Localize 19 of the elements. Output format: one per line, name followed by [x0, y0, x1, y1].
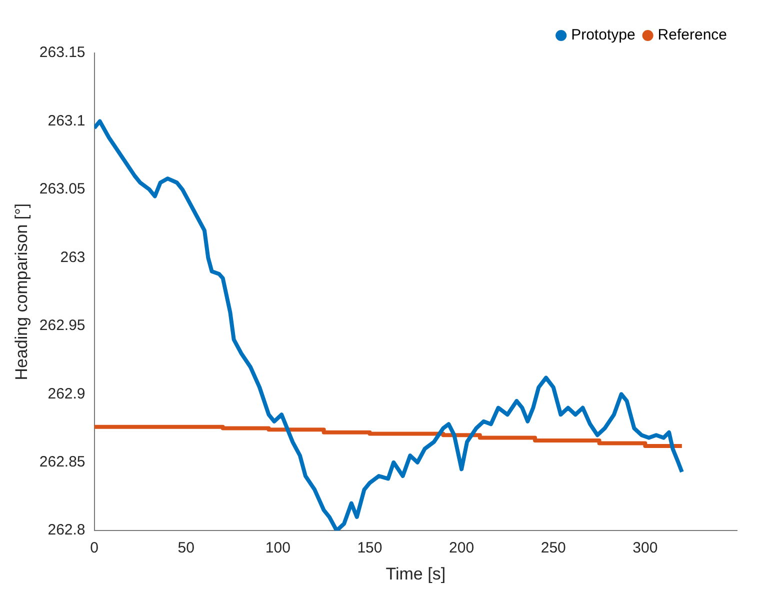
y-tick-label: 263.15	[39, 44, 86, 62]
y-tick-label: 262.95	[39, 317, 86, 334]
y-tick-label: 262.8	[48, 522, 86, 539]
legend-label: Prototype	[571, 26, 636, 44]
y-tick-label: 263.1	[48, 112, 86, 130]
x-tick-label: 300	[632, 540, 658, 557]
x-tick-label: 200	[449, 540, 474, 557]
y-tick-label: 262.9	[48, 385, 86, 402]
x-tick-label: 100	[265, 540, 290, 557]
x-tick-label: 250	[540, 540, 566, 557]
y-tick-label: 263	[60, 248, 86, 266]
x-tick-label: 150	[357, 540, 382, 557]
x-tick-label: 50	[178, 540, 194, 557]
legend-label: Reference	[658, 26, 728, 44]
y-axis-title: Heading comparison [°]	[12, 203, 31, 380]
x-tick-label: 0	[90, 540, 98, 557]
x-axis-title: Time [s]	[386, 564, 446, 584]
y-tick-label: 262.85	[39, 454, 86, 471]
y-tick-label: 263.05	[39, 180, 86, 198]
